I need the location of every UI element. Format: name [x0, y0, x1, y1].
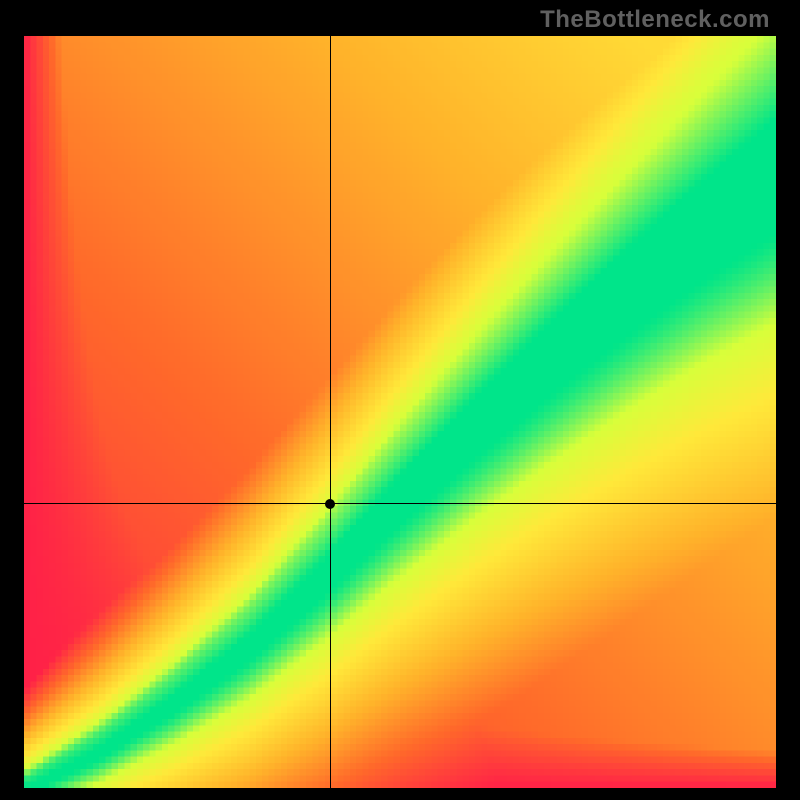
crosshair-horizontal [24, 503, 776, 504]
chart-root: { "meta": { "watermark_text": "TheBottle… [0, 0, 800, 800]
crosshair-marker[interactable] [325, 499, 335, 509]
watermark-text: TheBottleneck.com [540, 6, 770, 34]
heatmap-canvas [24, 36, 776, 788]
heatmap-plot [24, 36, 776, 788]
crosshair-vertical [330, 36, 331, 788]
